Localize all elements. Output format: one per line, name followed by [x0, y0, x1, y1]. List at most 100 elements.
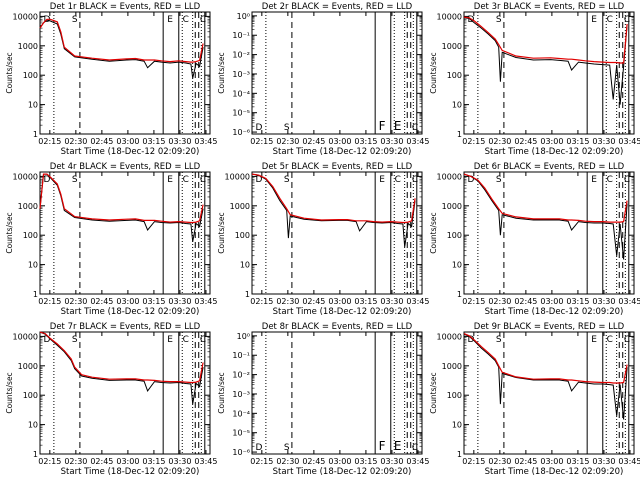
y-tick-label: 10⁻² [232, 51, 250, 60]
y-axis-label: Counts/sec [429, 52, 438, 93]
x-tick-label: 03:00 [116, 137, 139, 146]
y-tick-label: 100 [23, 71, 38, 80]
y-tick-label: 1000 [230, 202, 250, 211]
series-lld-line [463, 333, 628, 384]
x-axis-label: Start Time (18-Dec-12 02:09:20) [61, 147, 200, 157]
y-tick-label: 1000 [18, 202, 38, 211]
x-tick-label: 02:15 [38, 297, 61, 306]
x-tick-label: 03:45 [618, 137, 640, 146]
x-tick-label: 02:15 [250, 297, 273, 306]
x-tick-label: 03:30 [592, 137, 615, 146]
x-tick-label: 02:30 [488, 297, 511, 306]
series-events-line [39, 173, 204, 242]
x-tick-label: 02:45 [302, 457, 325, 466]
y-tick-label: 1000 [442, 42, 462, 51]
x-tick-label: 03:00 [540, 297, 563, 306]
event-marker-label: D [467, 175, 474, 185]
event-marker-label: C [200, 15, 206, 25]
event-marker-label: E [167, 15, 173, 25]
plot-frame [39, 171, 211, 295]
event-marker-label: E [394, 439, 402, 453]
series-events-line [463, 173, 628, 260]
event-marker-label: D [255, 175, 262, 185]
event-marker-label: D [43, 175, 50, 185]
panel-det-1: Det 1r BLACK = Events, RED = LLD 1 10 100 10… [5, 2, 217, 157]
y-tick-label: 10⁻¹ [232, 351, 250, 360]
x-tick-label: 02:30 [64, 457, 87, 466]
x-tick-label: 03:45 [406, 137, 429, 146]
y-tick-label: 1 [457, 130, 462, 139]
event-marker-label: C [200, 175, 206, 185]
y-tick-label: 10⁻³ [232, 70, 250, 79]
x-tick-label: 03:45 [618, 457, 640, 466]
x-tick-label: 03:15 [566, 137, 589, 146]
y-tick-label: 100 [447, 71, 462, 80]
y-tick-label: 10⁻⁶ [232, 448, 250, 457]
chart-title: Det 4r BLACK = Events, RED = LLD [50, 162, 201, 172]
panel-det-6: Det 6r BLACK = Events, RED = LLD 1 10 100 10… [429, 162, 640, 317]
event-marker-label: D [255, 123, 262, 133]
series-events-line [39, 19, 204, 79]
series-events-line [39, 331, 204, 405]
x-tick-label: 03:15 [142, 457, 165, 466]
x-tick-label: 03:30 [380, 137, 403, 146]
y-tick-label: 10000 [13, 332, 38, 341]
y-tick-label: 10000 [437, 332, 462, 341]
y-tick-label: 1000 [18, 42, 38, 51]
y-tick-label: 1 [245, 290, 250, 299]
panel-det-4: Det 4r BLACK = Events, RED = LLD 1 10 100 10… [5, 162, 217, 317]
x-tick-label: 02:15 [462, 137, 485, 146]
event-marker-label: C [412, 443, 418, 453]
panel-det-7: Det 7r BLACK = Events, RED = LLD 1 10 100 10… [5, 322, 217, 477]
chart-title: Det 6r BLACK = Events, RED = LLD [474, 162, 625, 172]
y-tick-label: 10⁻⁵ [232, 109, 250, 118]
y-tick-label: 10 [452, 421, 462, 430]
y-tick-label: 10⁰ [237, 12, 250, 21]
x-axis-label: Start Time (18-Dec-12 02:09:20) [273, 307, 412, 317]
panel-det-2: Det 2r BLACK = Events, RED = LLD 10⁻⁶ 10⁻⁵… [217, 2, 429, 157]
x-tick-label: 02:45 [514, 457, 537, 466]
x-tick-label: 03:30 [380, 457, 403, 466]
event-marker-label: C [395, 175, 401, 185]
series-lld-line [39, 173, 204, 224]
event-marker-label: E [167, 335, 173, 345]
x-axis-label: Start Time (18-Dec-12 02:09:20) [61, 467, 200, 477]
x-tick-label: 02:15 [462, 457, 485, 466]
event-marker-label: S [496, 335, 502, 345]
x-tick-label: 02:15 [462, 297, 485, 306]
plot-frame [251, 11, 423, 135]
y-tick-label: 1 [457, 290, 462, 299]
panel-det-8: Det 8r BLACK = Events, RED = LLD 10⁻⁶ 10⁻⁵… [217, 322, 429, 477]
event-marker-label: S [72, 15, 78, 25]
event-marker-label: S [284, 175, 290, 185]
y-tick-label: 1 [33, 290, 38, 299]
event-marker-label: C [607, 175, 613, 185]
y-tick-label: 1 [33, 450, 38, 459]
x-axis-label: Start Time (18-Dec-12 02:09:20) [273, 147, 412, 157]
y-tick-label: 100 [23, 391, 38, 400]
y-tick-label: 100 [447, 391, 462, 400]
x-tick-label: 03:00 [328, 137, 351, 146]
y-tick-label: 10 [28, 101, 38, 110]
x-tick-label: 03:15 [354, 457, 377, 466]
y-tick-label: 10⁻⁴ [232, 409, 250, 418]
y-tick-label: 10⁻² [232, 371, 250, 380]
x-tick-label: 03:45 [406, 297, 429, 306]
event-marker-label: C [607, 15, 613, 25]
y-tick-label: 100 [235, 231, 250, 240]
event-marker-label: C [624, 175, 630, 185]
x-tick-label: 03:30 [592, 297, 615, 306]
y-axis-label: Counts/sec [217, 372, 226, 413]
x-tick-label: 02:30 [488, 137, 511, 146]
x-tick-label: 02:30 [276, 457, 299, 466]
x-tick-label: 02:15 [250, 137, 273, 146]
y-axis-label: Counts/sec [217, 212, 226, 253]
event-marker-label: D [255, 443, 262, 453]
y-tick-label: 10000 [437, 12, 462, 21]
event-marker-label: C [183, 15, 189, 25]
x-tick-label: 02:45 [90, 137, 113, 146]
series-lld-line [39, 331, 204, 384]
panel-det-9: Det 9r BLACK = Events, RED = LLD 1 10 100 10… [429, 322, 640, 477]
x-tick-label: 02:45 [302, 297, 325, 306]
